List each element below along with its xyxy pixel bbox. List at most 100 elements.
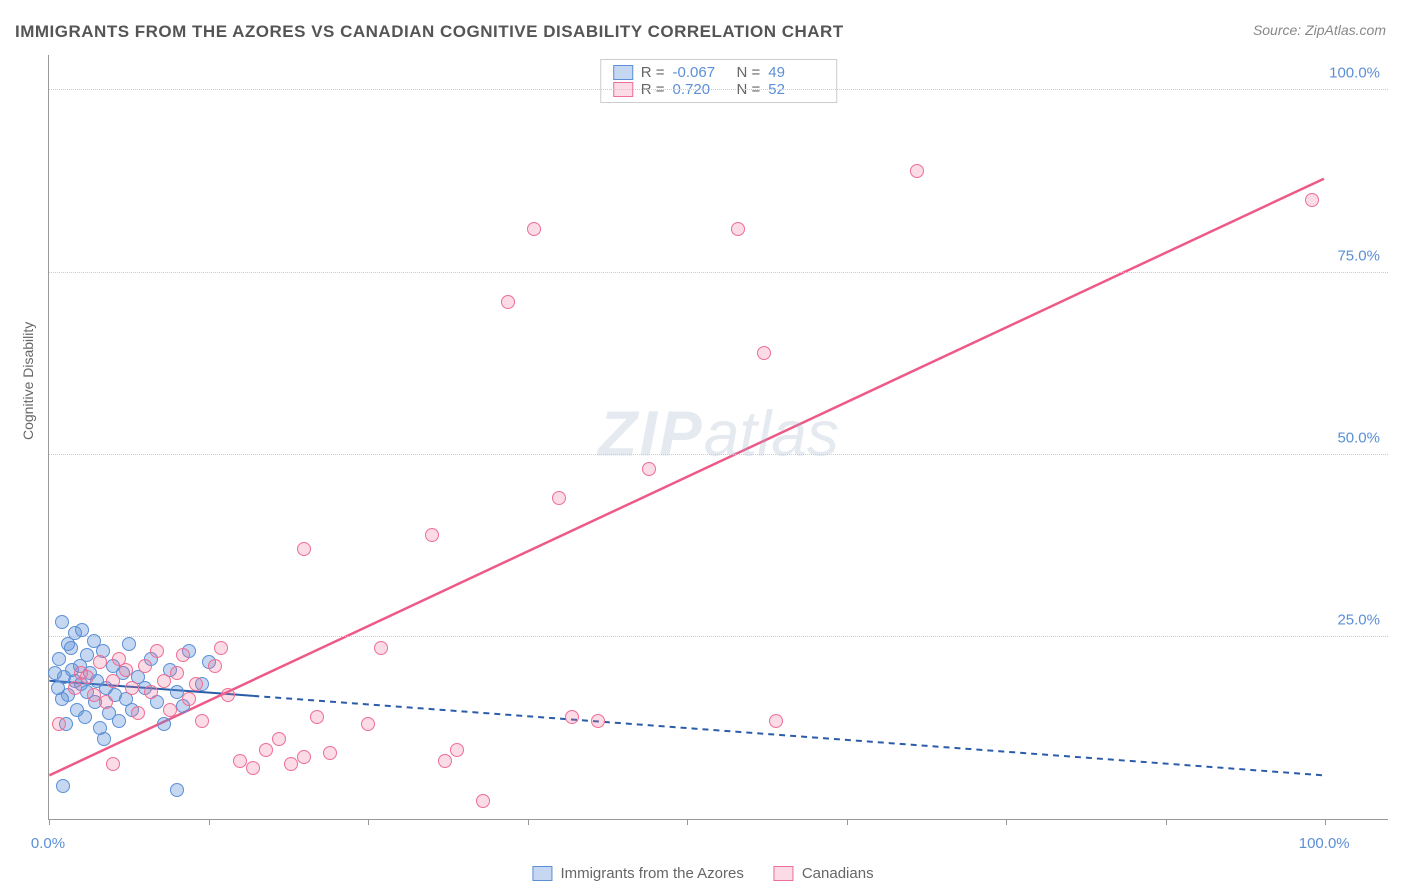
scatter-point	[208, 659, 222, 673]
scatter-point	[157, 674, 171, 688]
legend-item: Canadians	[774, 865, 874, 882]
x-tick	[209, 819, 210, 825]
x-tick	[847, 819, 848, 825]
scatter-point	[52, 652, 66, 666]
scatter-point	[552, 491, 566, 505]
scatter-point	[170, 783, 184, 797]
scatter-point	[78, 710, 92, 724]
scatter-point	[189, 677, 203, 691]
x-tick	[528, 819, 529, 825]
scatter-point	[259, 743, 273, 757]
scatter-point	[144, 685, 158, 699]
source-label: Source:	[1253, 22, 1305, 38]
scatter-point	[425, 528, 439, 542]
legend-swatch	[532, 866, 552, 881]
y-tick-label: 75.0%	[1337, 247, 1380, 264]
y-tick-label: 50.0%	[1337, 429, 1380, 446]
scatter-point	[97, 732, 111, 746]
scatter-point	[438, 754, 452, 768]
scatter-point	[297, 542, 311, 556]
scatter-point	[272, 732, 286, 746]
scatter-point	[527, 222, 541, 236]
trendlines-layer	[49, 55, 1388, 819]
scatter-point	[112, 714, 126, 728]
scatter-point	[64, 641, 78, 655]
scatter-point	[99, 695, 113, 709]
y-tick-label: 25.0%	[1337, 611, 1380, 628]
scatter-point	[565, 710, 579, 724]
r-value: -0.067	[673, 64, 729, 81]
scatter-point	[87, 688, 101, 702]
source-name: ZipAtlas.com	[1305, 22, 1386, 38]
y-axis-label: Cognitive Disability	[20, 322, 36, 440]
scatter-point	[214, 641, 228, 655]
scatter-point	[297, 750, 311, 764]
gridline	[49, 272, 1388, 273]
scatter-point	[233, 754, 247, 768]
chart-plot-area: ZIPatlas R =-0.067N =49R = 0.720N =52 25…	[48, 55, 1388, 820]
scatter-point	[163, 703, 177, 717]
y-tick-label: 100.0%	[1329, 65, 1380, 82]
x-tick	[368, 819, 369, 825]
scatter-point	[176, 648, 190, 662]
scatter-point	[769, 714, 783, 728]
scatter-point	[323, 746, 337, 760]
scatter-point	[119, 663, 133, 677]
chart-title: IMMIGRANTS FROM THE AZORES VS CANADIAN C…	[15, 22, 844, 42]
n-label: N =	[737, 64, 761, 81]
legend-label: Immigrants from the Azores	[560, 865, 743, 882]
scatter-point	[310, 710, 324, 724]
scatter-point	[68, 681, 82, 695]
scatter-point	[157, 717, 171, 731]
scatter-point	[80, 648, 94, 662]
r-label: R =	[641, 64, 665, 81]
x-tick	[1006, 819, 1007, 825]
scatter-point	[284, 757, 298, 771]
legend-swatch	[774, 866, 794, 881]
x-tick-label-right: 100.0%	[1299, 835, 1350, 852]
scatter-point	[501, 295, 515, 309]
x-tick	[1325, 819, 1326, 825]
watermark-zip: ZIP	[598, 397, 704, 469]
scatter-point	[131, 706, 145, 720]
scatter-point	[106, 757, 120, 771]
scatter-point	[170, 666, 184, 680]
scatter-point	[80, 670, 94, 684]
trendline	[49, 179, 1324, 776]
source-attribution: Source: ZipAtlas.com	[1253, 22, 1386, 38]
scatter-point	[1305, 193, 1319, 207]
scatter-point	[170, 685, 184, 699]
scatter-point	[150, 644, 164, 658]
scatter-point	[246, 761, 260, 775]
scatter-point	[374, 641, 388, 655]
scatter-point	[731, 222, 745, 236]
stats-legend: R =-0.067N =49R = 0.720N =52	[600, 59, 838, 103]
watermark-atlas: atlas	[704, 397, 839, 469]
scatter-point	[125, 681, 139, 695]
gridline	[49, 89, 1388, 90]
scatter-point	[52, 717, 66, 731]
scatter-point	[361, 717, 375, 731]
scatter-point	[195, 714, 209, 728]
legend-swatch	[613, 65, 633, 80]
scatter-point	[55, 615, 69, 629]
watermark: ZIPatlas	[598, 396, 839, 470]
x-tick	[1166, 819, 1167, 825]
x-tick	[49, 819, 50, 825]
gridline	[49, 636, 1388, 637]
trendline-dashed	[253, 696, 1324, 775]
scatter-point	[591, 714, 605, 728]
series-legend: Immigrants from the Azores Canadians	[532, 865, 873, 882]
scatter-point	[910, 164, 924, 178]
scatter-point	[476, 794, 490, 808]
scatter-point	[221, 688, 235, 702]
legend-label: Canadians	[802, 865, 874, 882]
scatter-point	[450, 743, 464, 757]
scatter-point	[757, 346, 771, 360]
x-tick-label-left: 0.0%	[31, 835, 65, 852]
scatter-point	[75, 623, 89, 637]
scatter-point	[56, 779, 70, 793]
scatter-point	[93, 655, 107, 669]
scatter-point	[138, 659, 152, 673]
scatter-point	[182, 692, 196, 706]
